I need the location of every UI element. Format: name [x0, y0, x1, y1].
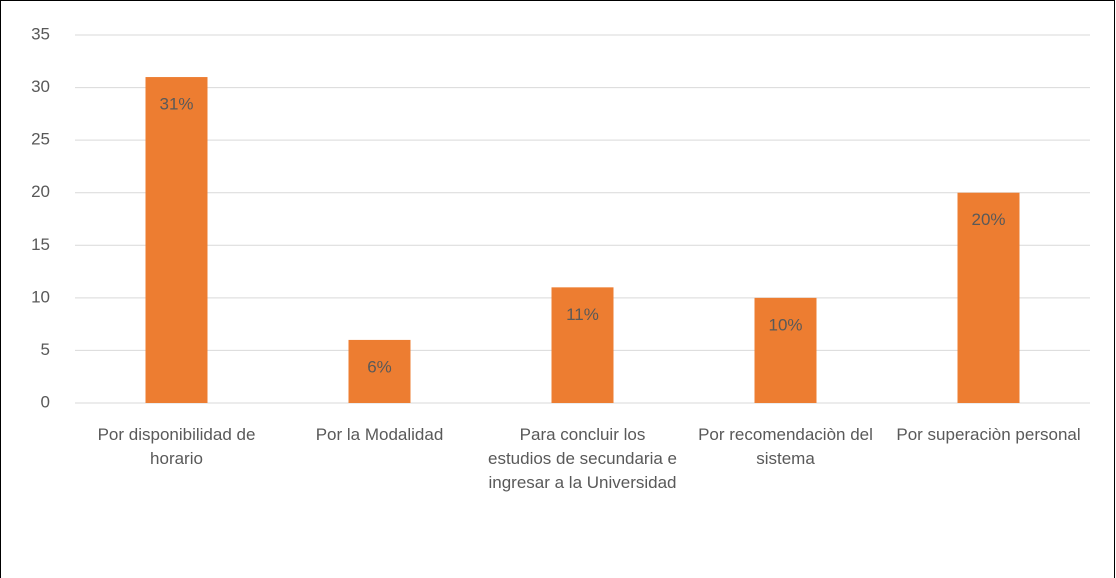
y-tick-label: 30: [31, 77, 50, 96]
x-tick-label: Por la Modalidad: [315, 425, 444, 444]
data-label: 11%: [566, 305, 599, 324]
y-tick-label: 5: [41, 340, 50, 359]
bar: [145, 77, 208, 404]
y-tick-label: 25: [31, 130, 50, 149]
y-tick-label: 10: [31, 287, 50, 306]
data-label: 6%: [367, 357, 392, 376]
y-tick-label: 35: [31, 24, 50, 43]
x-tick-label: Para concluir los estudios de secundaria…: [487, 425, 678, 492]
bar: [754, 297, 817, 403]
data-label: 10%: [768, 315, 802, 334]
y-tick-label: 20: [31, 182, 50, 201]
data-label: 31%: [159, 95, 193, 114]
x-tick-label: Por recomendaciòn del sistema: [698, 425, 873, 468]
bar: [551, 287, 614, 403]
data-label: 20%: [971, 210, 1005, 229]
y-tick-label: 15: [31, 235, 50, 254]
bar: [348, 339, 411, 403]
bar: [957, 192, 1020, 403]
y-tick-label: 0: [41, 392, 50, 411]
x-tick-label: Por disponibilidad de horario: [97, 425, 256, 468]
x-tick-label: Por superaciòn personal: [896, 425, 1081, 444]
